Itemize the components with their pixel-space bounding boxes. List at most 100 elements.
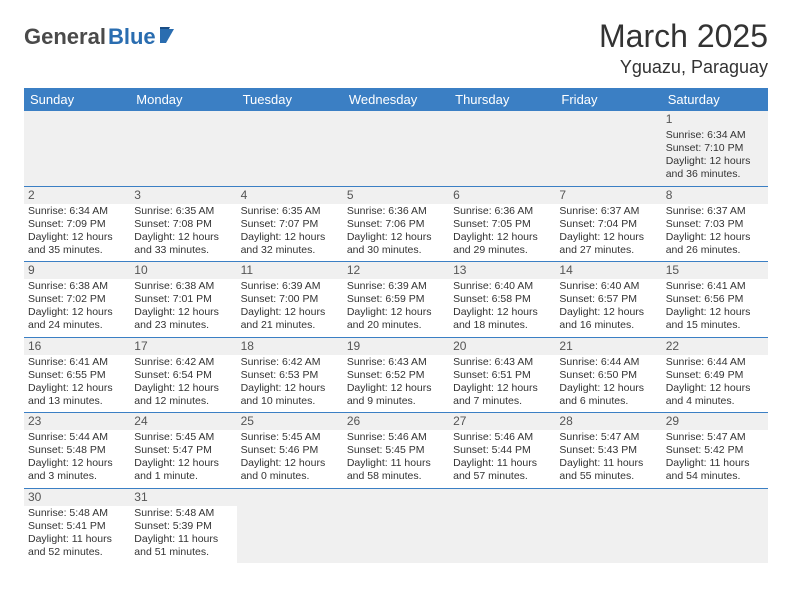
daylight-text: Daylight: 12 hours	[453, 306, 551, 319]
daylight-text: and 21 minutes.	[241, 319, 339, 332]
daylight-text: Daylight: 12 hours	[666, 306, 764, 319]
day-number: 28	[555, 413, 661, 430]
day-number: 6	[449, 187, 555, 204]
daylight-text: Daylight: 12 hours	[28, 382, 126, 395]
sunrise-text: Sunrise: 5:48 AM	[28, 507, 126, 520]
daylight-text: Daylight: 12 hours	[559, 306, 657, 319]
calendar-header-row: SundayMondayTuesdayWednesdayThursdayFrid…	[24, 88, 768, 111]
day-number: 14	[555, 262, 661, 279]
calendar-day-cell: 15Sunrise: 6:41 AMSunset: 6:56 PMDayligh…	[662, 262, 768, 338]
sunset-text: Sunset: 6:53 PM	[241, 369, 339, 382]
weekday-header: Friday	[555, 88, 661, 111]
daylight-text: Daylight: 12 hours	[666, 382, 764, 395]
day-number: 15	[662, 262, 768, 279]
daylight-text: Daylight: 12 hours	[453, 382, 551, 395]
daylight-text: Daylight: 12 hours	[134, 457, 232, 470]
sunset-text: Sunset: 7:02 PM	[28, 293, 126, 306]
daylight-text: and 58 minutes.	[347, 470, 445, 483]
day-number: 18	[237, 338, 343, 355]
daylight-text: and 55 minutes.	[559, 470, 657, 483]
calendar-week-row: 30Sunrise: 5:48 AMSunset: 5:41 PMDayligh…	[24, 488, 768, 563]
daylight-text: Daylight: 12 hours	[241, 306, 339, 319]
calendar-empty-cell	[237, 111, 343, 186]
calendar-empty-cell	[555, 111, 661, 186]
brand-logo: GeneralBlue	[24, 18, 182, 50]
sunrise-text: Sunrise: 5:46 AM	[453, 431, 551, 444]
sunset-text: Sunset: 5:43 PM	[559, 444, 657, 457]
day-number: 19	[343, 338, 449, 355]
day-number: 29	[662, 413, 768, 430]
day-number: 21	[555, 338, 661, 355]
sunrise-text: Sunrise: 5:44 AM	[28, 431, 126, 444]
sunrise-text: Sunrise: 6:44 AM	[559, 356, 657, 369]
sunrise-text: Sunrise: 6:44 AM	[666, 356, 764, 369]
daylight-text: and 6 minutes.	[559, 395, 657, 408]
daylight-text: Daylight: 11 hours	[559, 457, 657, 470]
calendar-day-cell: 11Sunrise: 6:39 AMSunset: 7:00 PMDayligh…	[237, 262, 343, 338]
daylight-text: and 24 minutes.	[28, 319, 126, 332]
sunset-text: Sunset: 5:45 PM	[347, 444, 445, 457]
daylight-text: Daylight: 12 hours	[559, 382, 657, 395]
sunset-text: Sunset: 5:41 PM	[28, 520, 126, 533]
calendar-day-cell: 16Sunrise: 6:41 AMSunset: 6:55 PMDayligh…	[24, 337, 130, 413]
sunrise-text: Sunrise: 6:42 AM	[241, 356, 339, 369]
sunset-text: Sunset: 6:52 PM	[347, 369, 445, 382]
daylight-text: Daylight: 12 hours	[347, 231, 445, 244]
daylight-text: and 33 minutes.	[134, 244, 232, 257]
day-number: 16	[24, 338, 130, 355]
daylight-text: and 18 minutes.	[453, 319, 551, 332]
daylight-text: Daylight: 12 hours	[666, 155, 764, 168]
sunset-text: Sunset: 7:01 PM	[134, 293, 232, 306]
day-number: 23	[24, 413, 130, 430]
calendar-day-cell: 3Sunrise: 6:35 AMSunset: 7:08 PMDaylight…	[130, 186, 236, 262]
calendar-empty-cell	[662, 488, 768, 563]
sunset-text: Sunset: 6:54 PM	[134, 369, 232, 382]
calendar-week-row: 2Sunrise: 6:34 AMSunset: 7:09 PMDaylight…	[24, 186, 768, 262]
daylight-text: Daylight: 12 hours	[134, 306, 232, 319]
sunset-text: Sunset: 6:59 PM	[347, 293, 445, 306]
day-number: 17	[130, 338, 236, 355]
calendar-day-cell: 13Sunrise: 6:40 AMSunset: 6:58 PMDayligh…	[449, 262, 555, 338]
sunrise-text: Sunrise: 5:47 AM	[559, 431, 657, 444]
sunset-text: Sunset: 6:58 PM	[453, 293, 551, 306]
daylight-text: Daylight: 12 hours	[241, 382, 339, 395]
calendar-empty-cell	[449, 111, 555, 186]
sunrise-text: Sunrise: 5:47 AM	[666, 431, 764, 444]
daylight-text: and 7 minutes.	[453, 395, 551, 408]
day-number: 13	[449, 262, 555, 279]
daylight-text: and 4 minutes.	[666, 395, 764, 408]
calendar-day-cell: 14Sunrise: 6:40 AMSunset: 6:57 PMDayligh…	[555, 262, 661, 338]
daylight-text: Daylight: 11 hours	[134, 533, 232, 546]
calendar-week-row: 16Sunrise: 6:41 AMSunset: 6:55 PMDayligh…	[24, 337, 768, 413]
sunrise-text: Sunrise: 6:36 AM	[453, 205, 551, 218]
daylight-text: and 12 minutes.	[134, 395, 232, 408]
sunrise-text: Sunrise: 5:45 AM	[134, 431, 232, 444]
day-number: 8	[662, 187, 768, 204]
calendar-day-cell: 23Sunrise: 5:44 AMSunset: 5:48 PMDayligh…	[24, 413, 130, 489]
month-title: March 2025	[599, 18, 768, 55]
calendar-empty-cell	[449, 488, 555, 563]
sunset-text: Sunset: 5:48 PM	[28, 444, 126, 457]
sunrise-text: Sunrise: 6:35 AM	[134, 205, 232, 218]
sunset-text: Sunset: 6:49 PM	[666, 369, 764, 382]
sunrise-text: Sunrise: 6:40 AM	[559, 280, 657, 293]
daylight-text: Daylight: 12 hours	[134, 382, 232, 395]
calendar-day-cell: 29Sunrise: 5:47 AMSunset: 5:42 PMDayligh…	[662, 413, 768, 489]
sunrise-text: Sunrise: 6:37 AM	[559, 205, 657, 218]
sunrise-text: Sunrise: 6:38 AM	[134, 280, 232, 293]
sunrise-text: Sunrise: 6:40 AM	[453, 280, 551, 293]
calendar-day-cell: 18Sunrise: 6:42 AMSunset: 6:53 PMDayligh…	[237, 337, 343, 413]
sunset-text: Sunset: 6:50 PM	[559, 369, 657, 382]
sunrise-text: Sunrise: 6:43 AM	[347, 356, 445, 369]
location: Yguazu, Paraguay	[599, 57, 768, 78]
daylight-text: Daylight: 12 hours	[28, 306, 126, 319]
sunset-text: Sunset: 5:46 PM	[241, 444, 339, 457]
sunset-text: Sunset: 6:55 PM	[28, 369, 126, 382]
calendar-empty-cell	[237, 488, 343, 563]
day-number: 11	[237, 262, 343, 279]
sunrise-text: Sunrise: 6:35 AM	[241, 205, 339, 218]
sunrise-text: Sunrise: 6:37 AM	[666, 205, 764, 218]
daylight-text: and 1 minute.	[134, 470, 232, 483]
weekday-header: Monday	[130, 88, 236, 111]
sunrise-text: Sunrise: 5:48 AM	[134, 507, 232, 520]
